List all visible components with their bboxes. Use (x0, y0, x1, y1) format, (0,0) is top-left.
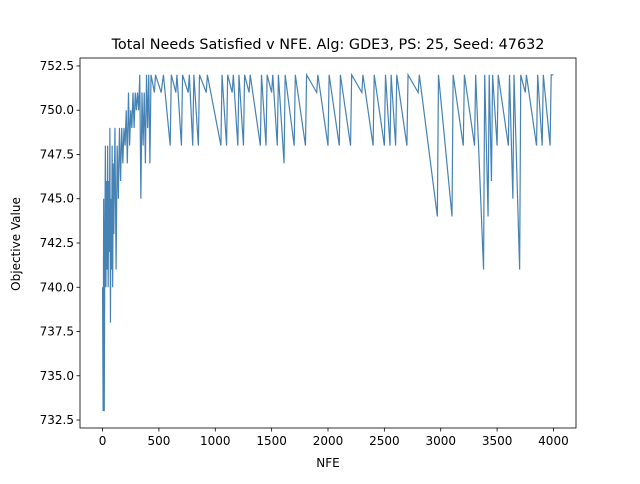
y-tick-label: 747.5 (40, 147, 74, 161)
chart-title: Total Needs Satisfied v NFE. Alg: GDE3, … (111, 37, 545, 53)
y-tick-label: 735.0 (40, 369, 74, 383)
y-tick-label: 732.5 (40, 413, 74, 427)
x-axis-label: NFE (316, 456, 339, 470)
x-tick-label: 2500 (369, 434, 400, 448)
line-series (101, 72, 554, 412)
x-tick-label: 3500 (482, 434, 513, 448)
axes-frame (79, 57, 577, 429)
y-tick-label: 745.0 (40, 192, 74, 206)
y-axis-label: Objective Value (9, 197, 23, 291)
y-tick-label: 740.0 (40, 280, 74, 294)
y-tick-label: 750.0 (40, 103, 74, 117)
x-tick-label: 3000 (425, 434, 456, 448)
y-tick-label: 742.5 (40, 236, 74, 250)
x-tick-label: 1000 (200, 434, 231, 448)
x-tick-label: 0 (99, 434, 107, 448)
x-tick-label: 2000 (313, 434, 344, 448)
y-tick-label: 737.5 (40, 325, 74, 339)
x-tick-label: 500 (147, 434, 170, 448)
y-tick-label: 752.5 (40, 59, 74, 73)
x-tick-label: 1500 (256, 434, 287, 448)
x-tick-label: 4000 (538, 434, 569, 448)
